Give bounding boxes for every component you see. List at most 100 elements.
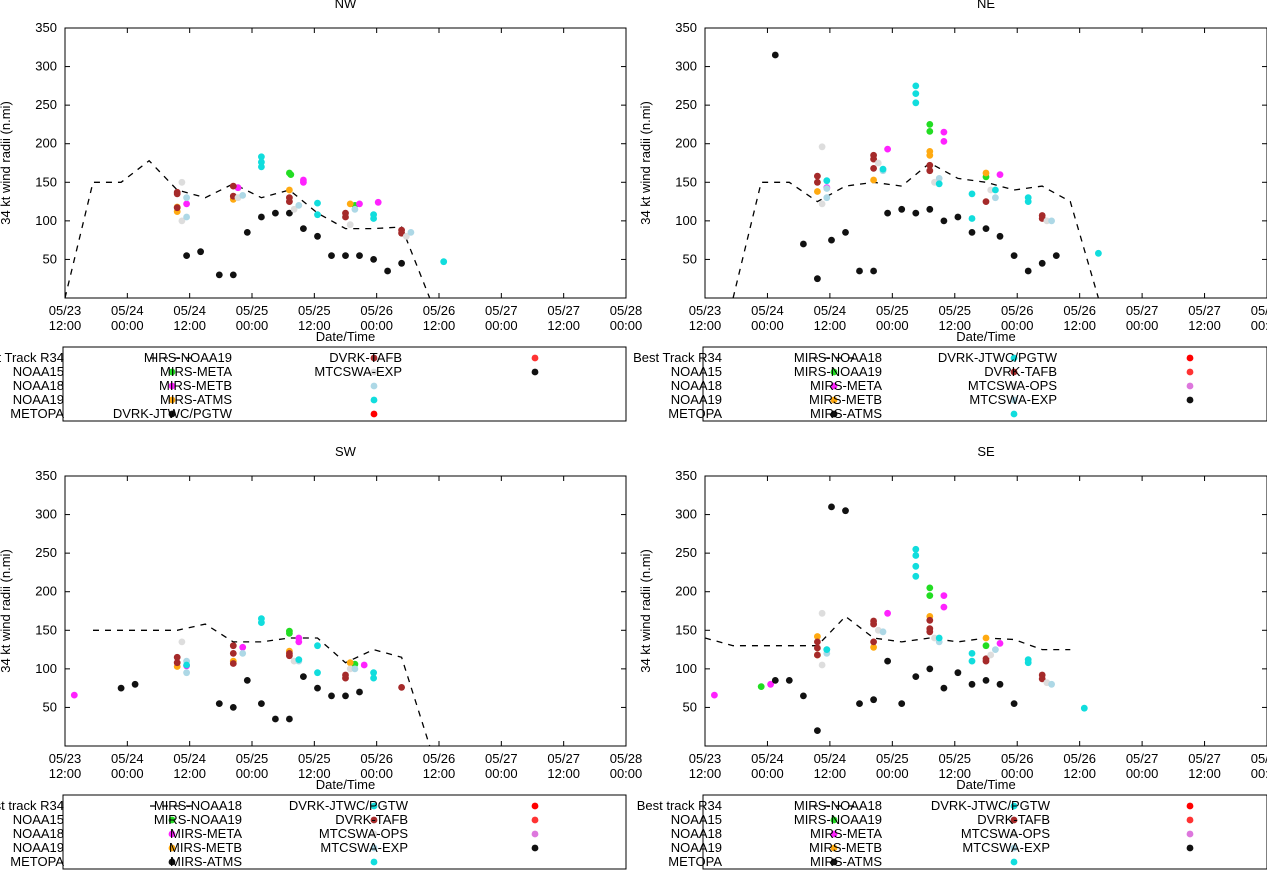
- legend-label: MIRS-ATMS: [160, 392, 232, 407]
- chart-title: NW: [335, 0, 357, 11]
- data-point: [870, 638, 877, 646]
- best-track-line: [705, 615, 1071, 651]
- data-point: [982, 657, 990, 665]
- data-point: [258, 213, 265, 221]
- legend-marker: [1010, 844, 1018, 852]
- data-point: [258, 619, 265, 626]
- data-point: [342, 692, 349, 700]
- data-point: [178, 217, 186, 225]
- x-tick-time-label: 00:00: [610, 318, 643, 333]
- legend-label: METOPA: [10, 406, 64, 421]
- data-point: [300, 673, 307, 680]
- data-point: [818, 200, 826, 208]
- legend-marker: [168, 816, 176, 824]
- data-point: [912, 82, 920, 90]
- data-point: [940, 138, 948, 145]
- legend-marker: [830, 844, 838, 852]
- legend-label: NOAA15: [671, 812, 722, 827]
- data-point: [968, 229, 976, 236]
- x-tick-time-label: 00:00: [1251, 318, 1267, 333]
- legend-label: MTCSWA-OPS: [319, 826, 408, 841]
- legend-marker: [1010, 410, 1018, 418]
- legend-label: DVRK-JTWC/PGTW: [938, 350, 1058, 365]
- x-tick-time-label: 12:00: [1188, 766, 1221, 781]
- data-point: [870, 643, 877, 651]
- data-point: [1095, 249, 1102, 257]
- data-point: [272, 209, 279, 217]
- data-point: [884, 209, 891, 217]
- data-point: [926, 167, 934, 175]
- data-point: [1010, 252, 1018, 259]
- data-point: [926, 151, 934, 159]
- plot-frame: [64, 475, 627, 747]
- y-tick-label: 150: [675, 174, 697, 189]
- data-point: [940, 217, 948, 225]
- x-tick-date-label: 05/26: [423, 751, 456, 766]
- best-track-line: [732, 162, 1100, 298]
- data-point: [823, 185, 831, 192]
- x-tick-date-label: 05/25: [298, 303, 331, 318]
- data-point: [968, 650, 976, 657]
- data-point: [814, 651, 821, 659]
- data-point: [926, 205, 934, 213]
- data-point: [314, 232, 321, 240]
- data-point: [229, 650, 237, 657]
- data-point: [346, 221, 354, 229]
- data-point: [243, 229, 251, 236]
- x-tick-time-label: 12:00: [814, 766, 847, 781]
- plot-frame: [64, 27, 627, 299]
- data-point: [870, 267, 877, 275]
- data-point: [384, 267, 391, 275]
- series-metopa: [771, 503, 1018, 734]
- data-point: [183, 252, 191, 259]
- legend-label: MIRS-METB: [809, 392, 882, 407]
- data-point: [215, 700, 223, 707]
- x-tick-date-label: 05/27: [547, 303, 580, 318]
- y-tick-label: 350: [35, 20, 57, 35]
- y-tick-label: 200: [35, 584, 57, 599]
- data-point: [982, 225, 990, 233]
- data-point: [987, 651, 995, 659]
- data-point: [828, 503, 835, 511]
- y-axis-label: 34 kt wind radii (n.mi): [0, 101, 13, 225]
- data-point: [229, 271, 237, 279]
- x-tick-time-label: 12:00: [939, 766, 972, 781]
- legend-marker: [830, 382, 838, 390]
- legend-marker: [1010, 354, 1018, 362]
- series-mirs-atms: [823, 165, 1032, 206]
- series-metopa: [117, 673, 363, 723]
- series-mirs-atms: [183, 656, 303, 669]
- data-point: [239, 643, 247, 651]
- data-point: [856, 700, 863, 707]
- legend-label: MIRS-META: [170, 826, 242, 841]
- legend-label: DVRK-TAFB: [984, 364, 1057, 379]
- series-mirs-meta: [178, 638, 354, 673]
- data-point: [70, 691, 78, 699]
- data-point: [1038, 259, 1046, 267]
- data-point: [912, 99, 920, 107]
- data-point: [314, 642, 321, 650]
- data-point: [926, 121, 934, 128]
- x-tick-time-label: 12:00: [547, 318, 580, 333]
- data-point: [757, 683, 765, 690]
- data-point: [1010, 700, 1018, 707]
- legend-marker: [830, 410, 838, 418]
- series-mirs-noaa18: [912, 82, 1102, 257]
- series-mirs-noaa18: [258, 615, 377, 682]
- legend-frame: [702, 794, 1267, 870]
- legend-label: NOAA19: [13, 392, 64, 407]
- x-tick-date-label: 05/26: [423, 303, 456, 318]
- data-point: [290, 205, 298, 213]
- series-noaa18: [711, 592, 1004, 699]
- x-tick-date-label: 05/27: [485, 751, 518, 766]
- x-axis-label: Date/Time: [956, 329, 1015, 344]
- x-tick-time-label: 12:00: [1188, 318, 1221, 333]
- x-tick-time-label: 12:00: [423, 318, 456, 333]
- x-tick-date-label: 05/24: [111, 751, 144, 766]
- data-point: [346, 200, 354, 208]
- legend-marker: [168, 396, 176, 404]
- data-point: [286, 209, 293, 217]
- x-tick-time-label: 00:00: [751, 766, 784, 781]
- data-point: [982, 169, 990, 177]
